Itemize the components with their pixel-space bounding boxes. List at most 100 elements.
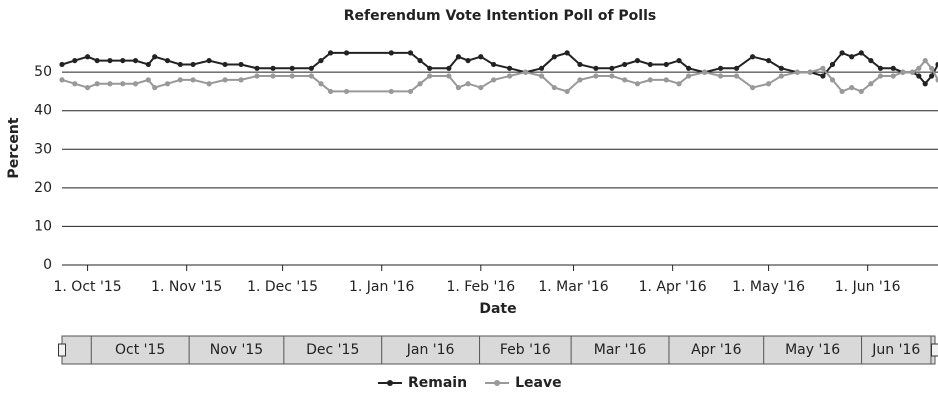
point xyxy=(446,65,452,71)
point xyxy=(427,65,433,71)
navigator-label: Jan '16 xyxy=(406,342,455,358)
point xyxy=(455,54,462,60)
point xyxy=(254,65,260,71)
point xyxy=(829,61,836,68)
point xyxy=(765,57,772,64)
x-tick-label: 1. Oct '15 xyxy=(54,279,122,295)
y-axis-title: Percent xyxy=(6,117,22,178)
point xyxy=(935,61,938,68)
navigator-label: Oct '15 xyxy=(115,342,165,358)
point xyxy=(238,61,244,68)
point xyxy=(465,81,471,87)
chart-title: Referendum Vote Intention Poll of Polls xyxy=(344,8,656,24)
x-tick-label: 1. Jun '16 xyxy=(835,279,901,295)
point xyxy=(622,77,628,83)
navigator-label: Apr '16 xyxy=(691,342,741,358)
point xyxy=(491,77,497,83)
point xyxy=(107,81,113,87)
point xyxy=(308,65,314,71)
point xyxy=(206,81,212,87)
point xyxy=(868,81,874,87)
navigator-label: Dec '15 xyxy=(306,342,359,358)
point xyxy=(839,88,845,95)
point xyxy=(733,73,740,79)
point xyxy=(164,57,171,64)
point xyxy=(538,73,545,79)
point xyxy=(132,57,139,64)
point xyxy=(849,84,855,91)
point xyxy=(417,57,423,64)
point xyxy=(84,84,91,91)
point xyxy=(929,65,935,71)
point xyxy=(577,61,583,68)
point xyxy=(686,73,692,79)
point xyxy=(717,73,724,79)
point xyxy=(478,54,484,60)
point xyxy=(609,65,615,71)
point xyxy=(145,77,151,83)
navigator-label: Nov '15 xyxy=(210,342,263,358)
point xyxy=(107,57,113,64)
y-tick-label: 10 xyxy=(34,218,52,234)
point xyxy=(890,65,896,71)
point xyxy=(343,88,350,95)
point xyxy=(717,65,724,71)
point xyxy=(120,57,126,64)
x-tick-label: 1. Apr '16 xyxy=(639,279,707,295)
point xyxy=(820,73,826,79)
navigator-label: Mar '16 xyxy=(594,342,647,358)
point xyxy=(929,73,935,79)
point xyxy=(890,73,896,79)
x-axis-title: Date xyxy=(479,301,516,317)
point xyxy=(849,54,855,60)
x-tick-label: 1. Mar '16 xyxy=(538,279,608,295)
point xyxy=(663,61,669,68)
x-tick-label: 1. May '16 xyxy=(732,279,805,295)
x-tick-label: 1. Feb '16 xyxy=(446,279,515,295)
x-tick-label: 1. Nov '15 xyxy=(151,279,222,295)
point xyxy=(877,73,884,79)
point xyxy=(407,50,414,56)
y-tick-label: 50 xyxy=(34,64,52,80)
point xyxy=(164,81,171,87)
point xyxy=(318,81,324,87)
point xyxy=(522,69,529,75)
point xyxy=(506,65,513,71)
point xyxy=(327,88,334,95)
point xyxy=(839,50,845,56)
point xyxy=(222,77,228,83)
point xyxy=(177,77,183,83)
navigator-label: Jun '16 xyxy=(871,342,920,358)
point xyxy=(794,69,800,75)
point xyxy=(94,81,100,87)
point xyxy=(59,61,65,68)
point xyxy=(551,84,557,91)
legend-label: Remain xyxy=(408,375,467,391)
point xyxy=(132,81,139,87)
point xyxy=(622,61,628,68)
y-tick-label: 40 xyxy=(34,103,52,119)
point xyxy=(270,65,276,71)
point xyxy=(877,65,884,71)
point xyxy=(663,77,669,83)
point xyxy=(702,69,708,75)
point xyxy=(593,65,599,71)
point xyxy=(455,84,462,91)
x-tick-label: 1. Dec '15 xyxy=(247,279,318,295)
point xyxy=(868,57,874,64)
point xyxy=(84,54,91,60)
point xyxy=(909,69,916,75)
point xyxy=(807,69,813,75)
point xyxy=(506,73,513,79)
point xyxy=(206,57,212,64)
point xyxy=(478,84,484,91)
point xyxy=(72,57,78,64)
navigator-handle xyxy=(931,343,938,357)
point xyxy=(765,81,772,87)
point xyxy=(647,61,653,68)
point xyxy=(94,57,100,64)
point xyxy=(676,57,682,64)
point xyxy=(564,88,570,95)
y-tick-label: 30 xyxy=(34,141,52,157)
